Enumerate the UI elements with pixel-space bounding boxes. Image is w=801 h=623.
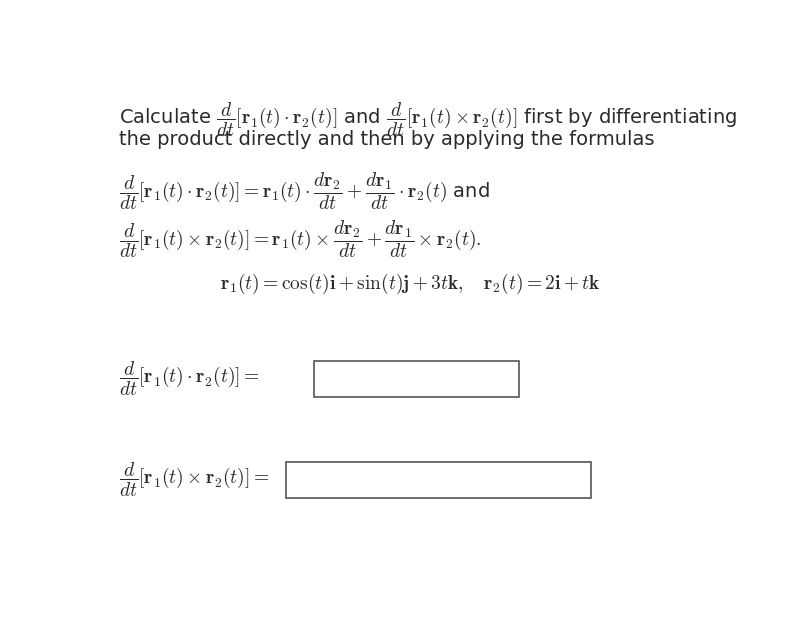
Text: $\dfrac{d}{dt}[\mathbf{r}_1(t) \times \mathbf{r}_2(t)] = $: $\dfrac{d}{dt}[\mathbf{r}_1(t) \times \m…: [119, 461, 269, 499]
FancyBboxPatch shape: [286, 462, 590, 498]
Text: $\dfrac{d}{dt}[\mathbf{r}_1(t) \times \mathbf{r}_2(t)] = \mathbf{r}_1(t) \times : $\dfrac{d}{dt}[\mathbf{r}_1(t) \times \m…: [119, 219, 481, 260]
Text: Calculate $\dfrac{d}{dt}[\mathbf{r}_1(t) \cdot \mathbf{r}_2(t)]$ and $\dfrac{d}{: Calculate $\dfrac{d}{dt}[\mathbf{r}_1(t)…: [119, 101, 737, 139]
Text: $\dfrac{d}{dt}[\mathbf{r}_1(t) \cdot \mathbf{r}_2(t)] = \mathbf{r}_1(t) \cdot \d: $\dfrac{d}{dt}[\mathbf{r}_1(t) \cdot \ma…: [119, 171, 489, 212]
FancyBboxPatch shape: [314, 361, 519, 397]
Text: $\mathbf{r}_1(t) = \cos(t)\mathbf{i} + \sin(t)\mathbf{j} + 3t\mathbf{k}, \quad \: $\mathbf{r}_1(t) = \cos(t)\mathbf{i} + \…: [220, 272, 601, 295]
Text: $\dfrac{d}{dt}[\mathbf{r}_1(t) \cdot \mathbf{r}_2(t)] = $: $\dfrac{d}{dt}[\mathbf{r}_1(t) \cdot \ma…: [119, 360, 260, 399]
Text: the product directly and then by applying the formulas: the product directly and then by applyin…: [119, 130, 654, 149]
